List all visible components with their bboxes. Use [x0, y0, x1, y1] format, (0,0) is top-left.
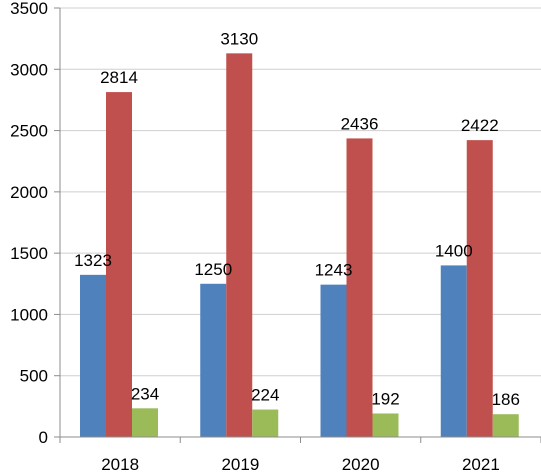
data-label: 1243	[315, 261, 353, 280]
bars	[80, 53, 519, 438]
bar	[106, 92, 132, 438]
bar	[80, 274, 106, 437]
bar	[226, 53, 253, 437]
bar	[466, 140, 493, 437]
y-tick-label: 3500	[10, 0, 48, 18]
y-tick-label: 2500	[10, 122, 48, 141]
y-tick-label: 1500	[10, 244, 48, 263]
gridlines	[60, 7, 541, 438]
y-tick-label: 3000	[10, 60, 48, 79]
y-axis: 0 500 1000 1500 2000 2500 3000 3500	[10, 0, 61, 447]
bar	[320, 284, 347, 437]
bar	[440, 265, 467, 437]
data-label: 1323	[74, 251, 112, 270]
data-label: 2814	[100, 68, 138, 87]
data-label: 1250	[194, 260, 232, 279]
bar	[252, 409, 279, 437]
y-tick-label: 0	[39, 428, 48, 447]
bar	[346, 138, 373, 437]
data-label: 186	[492, 390, 520, 409]
data-label: 192	[371, 389, 399, 408]
y-tick-label: 1000	[10, 305, 48, 324]
x-tick-label: 2019	[221, 455, 259, 473]
data-label: 234	[131, 384, 159, 403]
data-label: 2422	[461, 116, 499, 135]
data-label: 3130	[220, 29, 258, 48]
bar	[200, 283, 227, 437]
bar	[132, 408, 158, 437]
bar	[492, 414, 519, 437]
bar	[372, 413, 399, 437]
data-label: 2436	[341, 114, 379, 133]
data-labels: 1323 1250 1243 1400 2814 3130 2436 2422 234 224 19…	[74, 29, 520, 409]
x-tick-label: 2018	[101, 455, 139, 473]
data-label: 1400	[435, 241, 473, 260]
x-tick-label: 2021	[462, 455, 500, 473]
y-tick-label: 500	[20, 367, 48, 386]
y-tick-label: 2000	[10, 183, 48, 202]
x-axis: 2018 2019 2020 2021	[59, 436, 541, 473]
x-tick-label: 2020	[342, 455, 380, 473]
data-label: 224	[251, 386, 279, 405]
